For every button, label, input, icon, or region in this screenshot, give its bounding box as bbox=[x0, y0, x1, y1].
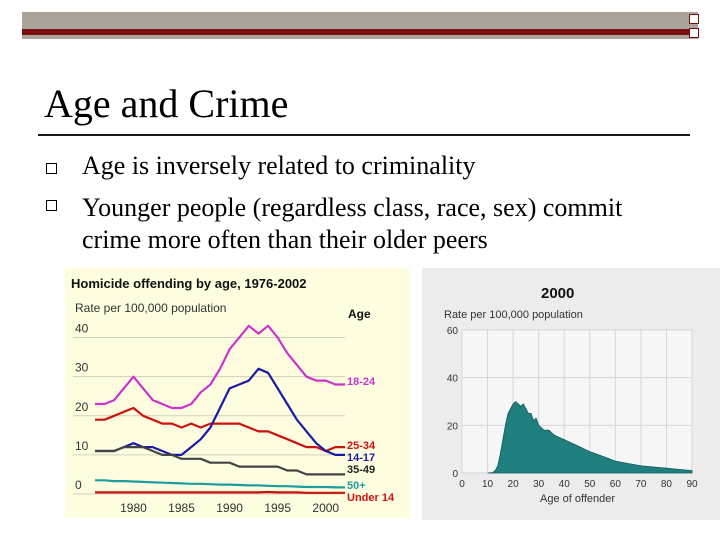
x-tick-label: 0 bbox=[459, 479, 465, 490]
x-tick-label: 20 bbox=[508, 479, 520, 490]
chart-title: Homicide offending by age, 1976-2002 bbox=[71, 276, 307, 291]
legend-label: Under 14 bbox=[347, 492, 395, 504]
bullet-square-icon bbox=[46, 200, 57, 211]
x-tick-label: 1980 bbox=[120, 501, 147, 515]
series-line-25-34 bbox=[95, 406, 345, 453]
x-tick-label: 50 bbox=[584, 479, 596, 490]
series-line-50+ bbox=[95, 479, 345, 489]
y-tick-label: 40 bbox=[75, 322, 89, 336]
age-distribution-2000-chart: 2000 Rate per 100,000 population Age of … bbox=[422, 268, 720, 520]
legend-label: 35-49 bbox=[347, 464, 375, 476]
title-divider bbox=[38, 134, 690, 136]
y-tick-label: 40 bbox=[447, 374, 459, 385]
y-axis-label: Rate per 100,000 population bbox=[444, 309, 583, 321]
slide-top-bar bbox=[22, 12, 698, 39]
x-tick-label: 60 bbox=[610, 479, 622, 490]
legend-label: 18-24 bbox=[347, 376, 376, 388]
bullet-text-2: Younger people (regardless class, race, … bbox=[82, 193, 623, 222]
legend-label: 14-17 bbox=[347, 452, 375, 464]
slide-top-bar-stripe bbox=[22, 29, 698, 35]
y-tick-label: 60 bbox=[447, 326, 459, 337]
slide-title: Age and Crime bbox=[44, 81, 289, 126]
x-tick-label: 1985 bbox=[168, 501, 195, 515]
bullet-text-1: Age is inversely related to criminality bbox=[82, 151, 476, 180]
chart-panel bbox=[65, 268, 410, 518]
bullet-square-icon bbox=[46, 163, 57, 174]
x-axis-label: Age of offender bbox=[540, 493, 615, 505]
y-tick-label: 0 bbox=[75, 478, 82, 492]
x-tick-label: 40 bbox=[559, 479, 571, 490]
y-tick-label: 20 bbox=[447, 421, 459, 432]
x-tick-label: 1990 bbox=[216, 501, 243, 515]
y-tick-label: 10 bbox=[75, 439, 89, 453]
legend-title: Age bbox=[348, 307, 371, 321]
series-line-35-49 bbox=[95, 446, 345, 476]
bullet-text-3: crime more often than their older peers bbox=[82, 225, 488, 254]
y-axis-label: Rate per 100,000 population bbox=[75, 301, 226, 315]
age-area bbox=[487, 400, 693, 474]
x-tick-label: 80 bbox=[661, 479, 673, 490]
x-tick-label: 90 bbox=[686, 479, 698, 490]
x-tick-label: 30 bbox=[533, 479, 545, 490]
x-tick-label: 10 bbox=[482, 479, 494, 490]
series-line-under-14 bbox=[95, 490, 345, 494]
series-line-18-24 bbox=[95, 324, 345, 410]
x-tick-label: 2000 bbox=[312, 501, 339, 515]
y-tick-label: 30 bbox=[75, 361, 89, 375]
x-tick-label: 70 bbox=[635, 479, 647, 490]
corner-square-icon bbox=[689, 14, 699, 24]
corner-square-icon bbox=[689, 28, 699, 38]
chart-title: 2000 bbox=[541, 285, 574, 302]
legend-label: 50+ bbox=[347, 480, 366, 492]
x-tick-label: 1995 bbox=[264, 501, 291, 515]
y-tick-label: 20 bbox=[75, 400, 89, 414]
y-tick-label: 0 bbox=[452, 469, 458, 480]
series-line-14-17 bbox=[95, 367, 345, 456]
homicide-by-age-chart: Homicide offending by age, 1976-2002 Rat… bbox=[65, 268, 410, 518]
legend-label: 25-34 bbox=[347, 440, 376, 452]
